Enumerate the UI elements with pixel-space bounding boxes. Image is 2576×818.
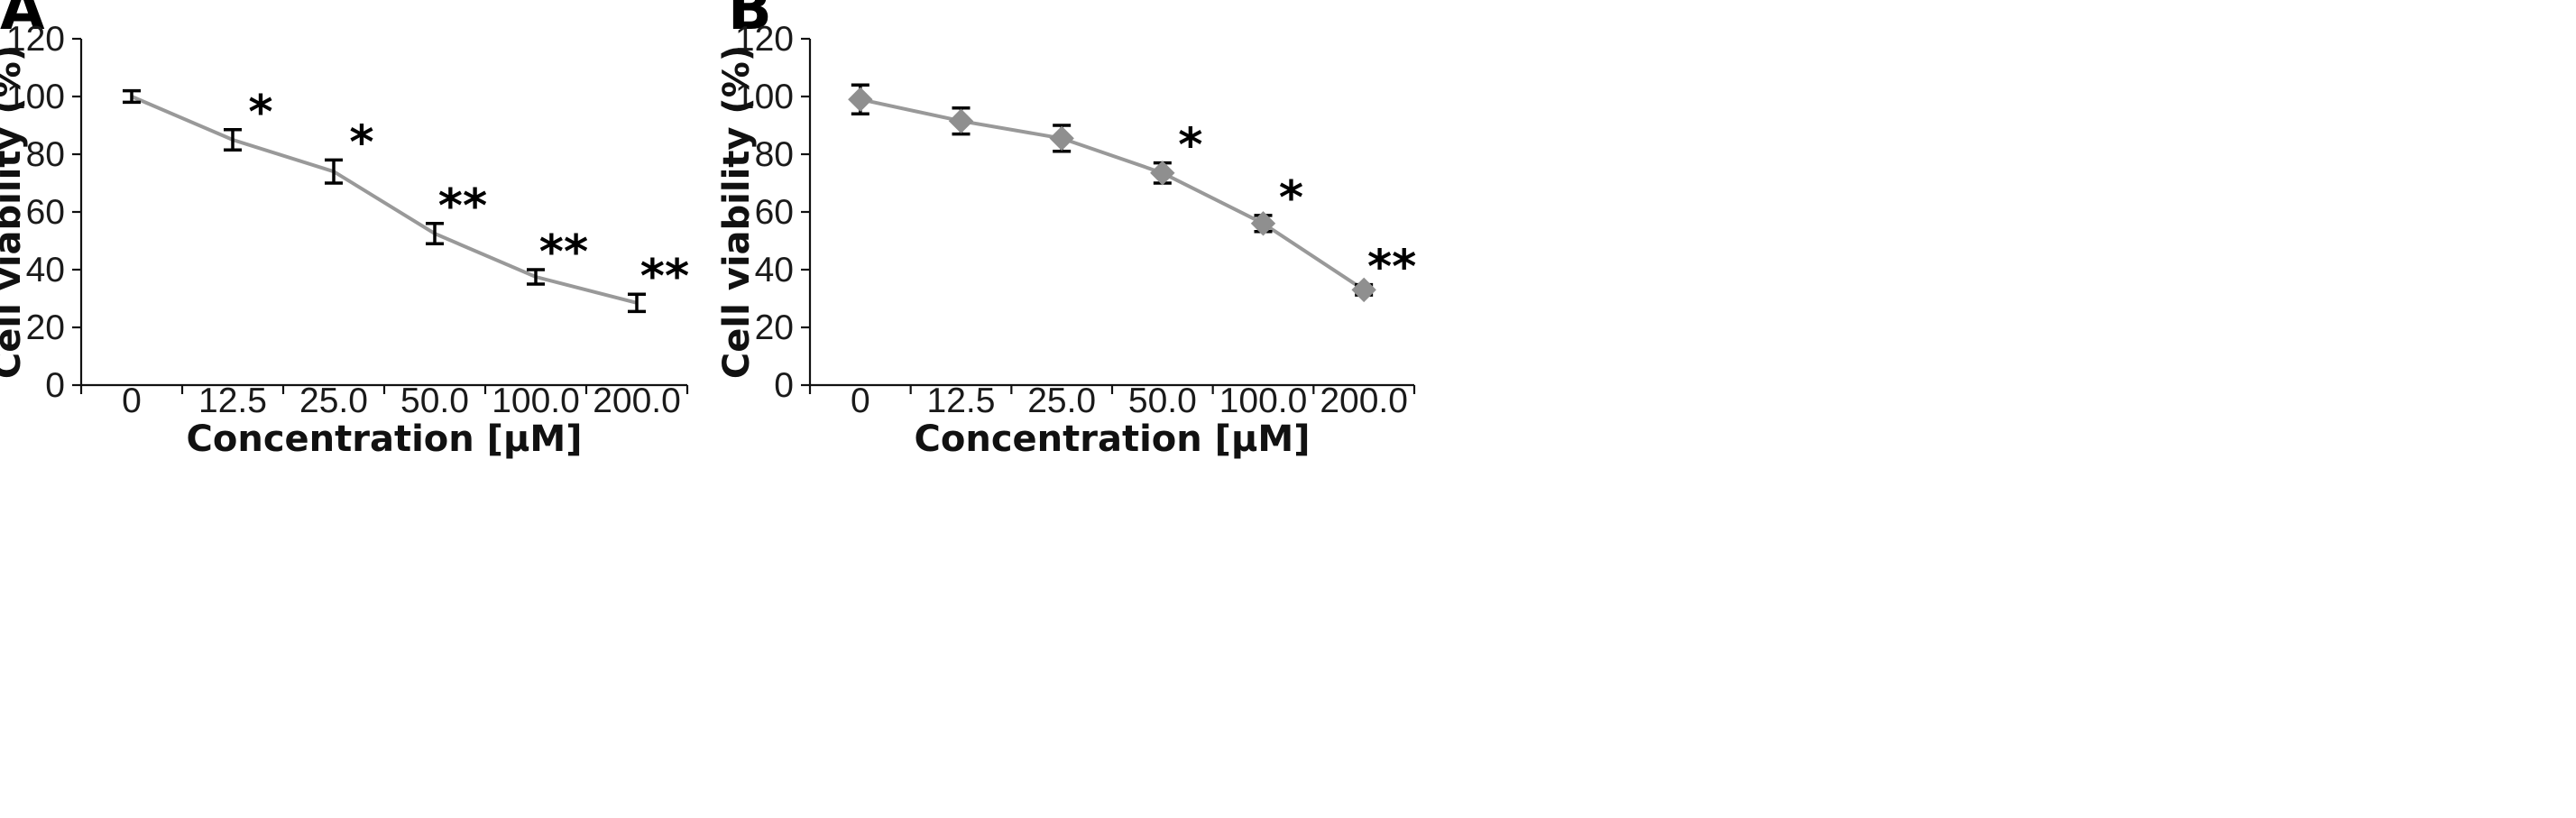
significance-marker: ** (539, 225, 588, 280)
x-tick-label: 0 (851, 381, 870, 420)
y-tick-label: 120 (6, 20, 65, 59)
significance-marker: ** (1367, 241, 1416, 295)
x-tick-label: 200.0 (593, 381, 681, 420)
y-tick-label: 20 (755, 308, 794, 347)
data-point (1049, 125, 1074, 152)
data-point (948, 108, 974, 133)
y-tick-label: 0 (774, 366, 794, 405)
y-tick-label: 80 (26, 135, 65, 174)
panel-label: B (728, 0, 772, 43)
x-tick-label: 25.0 (299, 381, 368, 420)
series-line (860, 97, 1366, 292)
significance-marker: * (349, 115, 373, 170)
panel-a: A 0 20 40 60 80 100 120 0 12.5 25.0 50.0 100.0 200.0 C… (0, 0, 689, 460)
data-point (1351, 277, 1376, 303)
panel-label: A (0, 0, 45, 43)
data-point (1250, 211, 1276, 236)
data-point (1150, 161, 1175, 186)
y-tick-label: 100 (6, 78, 65, 116)
y-tick-label: 0 (45, 366, 65, 405)
x-axis-title: Concentration [μM] (915, 418, 1311, 460)
y-tick-label: 40 (755, 251, 794, 290)
y-tick-label: 20 (26, 308, 65, 347)
x-tick-label: 50.0 (400, 381, 469, 420)
significance-marker: * (1279, 171, 1303, 225)
x-tick-label: 0 (122, 381, 142, 420)
significance-marker: ** (640, 250, 689, 304)
significance-marker: * (1178, 119, 1202, 173)
x-tick-label: 50.0 (1128, 381, 1197, 420)
x-tick-label: 200.0 (1320, 381, 1408, 420)
y-tick-label: 60 (26, 193, 65, 232)
significance-marker: * (248, 86, 272, 140)
significance-marker: ** (438, 179, 487, 234)
y-tick-label: 60 (755, 193, 794, 232)
y-tick-label: 120 (735, 20, 794, 59)
series-line (131, 95, 638, 305)
x-tick-label: 100.0 (492, 381, 580, 420)
y-axis-title: Cell viability (%) (0, 45, 29, 379)
x-tick-label: 12.5 (198, 381, 267, 420)
x-tick-label: 12.5 (927, 381, 996, 420)
y-axis-title: Cell viability (%) (716, 45, 758, 379)
x-axis-title: Concentration [μM] (187, 418, 583, 460)
x-tick-label: 100.0 (1219, 381, 1308, 420)
y-tick-label: 80 (755, 135, 794, 174)
x-tick-label: 25.0 (1027, 381, 1096, 420)
data-point (848, 87, 873, 112)
y-tick-label: 100 (735, 78, 794, 116)
y-tick-label: 40 (26, 251, 65, 290)
